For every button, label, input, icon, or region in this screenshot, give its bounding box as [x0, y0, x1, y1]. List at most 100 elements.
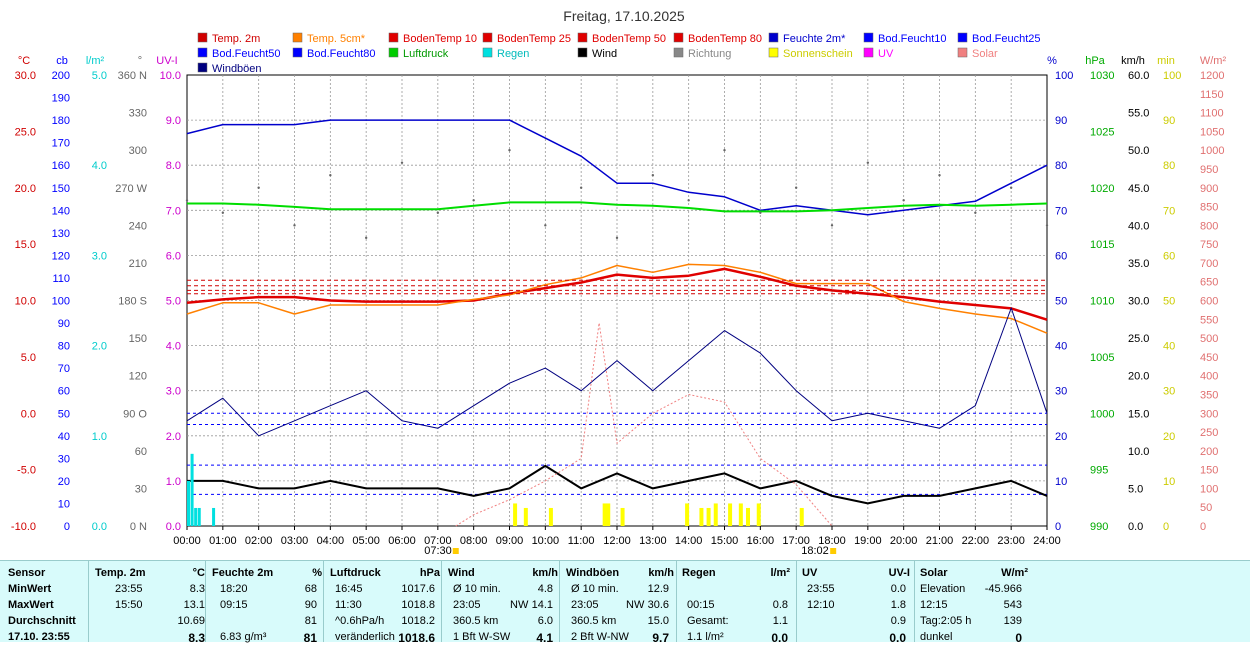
stats-column-separator	[323, 561, 324, 642]
sunshine-bar	[738, 503, 743, 526]
stats-cell: 9.7	[652, 631, 669, 645]
wind-direction-point	[472, 199, 475, 202]
stats-row-label: MaxWert	[8, 599, 54, 611]
right-axis-tick: 15.0	[1128, 408, 1149, 420]
rain-bar	[212, 507, 216, 526]
series-line	[187, 464, 1048, 505]
right-axis-tick: 10	[1163, 476, 1175, 488]
left-axis-tick: 30	[58, 453, 70, 465]
wind-direction-point	[185, 199, 189, 202]
stats-cell: 6.0	[537, 615, 553, 627]
right-axis-unit: W/m²	[1200, 55, 1227, 67]
right-axis-tick: 20	[1055, 431, 1067, 443]
stats-column-header: Temp. 2m °C	[95, 567, 205, 583]
legend-label: Bod.Feucht10	[878, 33, 947, 45]
right-axis-tick: 55.0	[1128, 108, 1149, 120]
right-axis-tick: 400	[1200, 371, 1218, 383]
right-axis-tick: 1030	[1090, 70, 1114, 82]
legend-label: Richtung	[688, 48, 731, 60]
stats-cell: 09:15	[220, 599, 248, 611]
stats-cell: 1.1	[772, 615, 788, 627]
rain-bar	[187, 480, 190, 526]
stats-row: Ø 10 min. 4.8	[448, 583, 558, 599]
stats-cell: Elevation	[920, 583, 966, 595]
left-axis-tick: 90 O	[123, 408, 147, 420]
sunset-label: 18:02	[801, 545, 829, 557]
stats-cell: NW	[626, 599, 645, 611]
right-axis-tick: 70	[1055, 205, 1067, 217]
right-axis-tick: 10.0	[1128, 446, 1149, 458]
stats-cell: 0.9	[890, 615, 906, 627]
stats-header-label: Regen	[682, 567, 716, 579]
stats-cell: -45.966	[984, 583, 1022, 595]
stats-header-label: Temp. 2m	[95, 567, 146, 579]
right-axis-tick: 30	[1055, 386, 1067, 398]
right-axis-tick: 60.0	[1128, 70, 1149, 82]
x-axis-tick-label: 07:00	[424, 535, 452, 547]
legend-label: BodenTemp 10	[403, 33, 477, 45]
right-axis-tick: 700	[1200, 258, 1218, 270]
stats-cell: 16:45	[335, 583, 363, 595]
stats-row: 360.5 km 6.0	[448, 615, 558, 631]
left-axis-tick: 9.0	[166, 115, 181, 127]
right-axis-tick: 200	[1200, 446, 1218, 458]
rain-bar	[197, 507, 201, 526]
left-axis-tick: 60	[58, 386, 70, 398]
legend-label: Luftdruck	[403, 48, 449, 60]
x-axis-tick-label: 24:00	[1033, 535, 1061, 547]
stats-row: Ø 10 min. 12.9	[566, 583, 674, 599]
stats-cell: 0	[1015, 631, 1022, 645]
series-line	[186, 267, 1048, 321]
right-axis-tick: 250	[1200, 427, 1218, 439]
stats-cell: 4.8	[537, 583, 553, 595]
legend-swatch	[673, 47, 684, 58]
rain-bar	[194, 507, 198, 526]
stats-row-label: 17.10. 23:55	[8, 631, 70, 643]
plot-marks	[185, 119, 1049, 554]
left-axis-unit: l/m²	[86, 55, 105, 67]
x-axis-tick-label: 10:00	[532, 535, 560, 547]
left-axis-tick: 10.0	[160, 70, 181, 82]
x-axis-tick-label: 15:00	[711, 535, 739, 547]
right-axis-tick: 35.0	[1128, 258, 1149, 270]
stats-header-label: Wind	[448, 567, 475, 579]
stats-row: 12:15 543	[920, 599, 1028, 615]
stats-cell: 23:05	[571, 599, 599, 611]
sunshine-bar	[620, 507, 625, 526]
stats-row: 0.9	[802, 615, 910, 631]
stats-row: 6.83 g/m³ 81	[212, 631, 322, 647]
wind-direction-point	[329, 174, 332, 177]
right-axis-tick: 20.0	[1128, 371, 1149, 383]
stats-header-unit: W/m²	[1001, 567, 1028, 579]
stats-header-unit: km/h	[648, 567, 674, 579]
stats-cell: Ø 10 min.	[453, 583, 501, 595]
stats-cell: 68	[304, 583, 317, 595]
x-axis-tick-label: 03:00	[281, 535, 309, 547]
sunshine-bar	[706, 507, 711, 526]
right-axis-unit: %	[1047, 55, 1057, 67]
legend-label: Windböen	[212, 63, 262, 75]
right-axis-tick: 40	[1055, 341, 1067, 353]
left-axis-tick: 1.0	[92, 431, 107, 443]
right-axis-tick: 1100	[1200, 108, 1224, 120]
legend-label: BodenTemp 25	[497, 33, 571, 45]
series-line	[455, 322, 833, 527]
left-axis-tick: 150	[129, 333, 147, 345]
right-axis-tick: 50.0	[1128, 145, 1149, 157]
legend-label: Temp. 5cm*	[307, 33, 366, 45]
stats-cell: 1017.6	[401, 583, 435, 595]
left-axis-tick: 20.0	[15, 183, 36, 195]
left-axis-tick: 15.0	[15, 239, 36, 251]
stats-cell: 1018.6	[398, 631, 435, 645]
stats-header-label: Solar	[920, 567, 948, 579]
stats-row: 23:05 NW 14.1	[448, 599, 558, 615]
legend-swatch	[957, 47, 968, 58]
sunshine-bar	[513, 503, 518, 526]
stats-cell: NW	[510, 599, 529, 611]
left-axis-tick: 8.0	[166, 160, 181, 172]
wind-direction-point	[974, 211, 977, 215]
left-axis-tick: 3.0	[166, 386, 181, 398]
wind-direction-point	[364, 236, 368, 240]
left-axis-tick: 50	[58, 408, 70, 420]
wind-direction-point	[257, 186, 260, 189]
